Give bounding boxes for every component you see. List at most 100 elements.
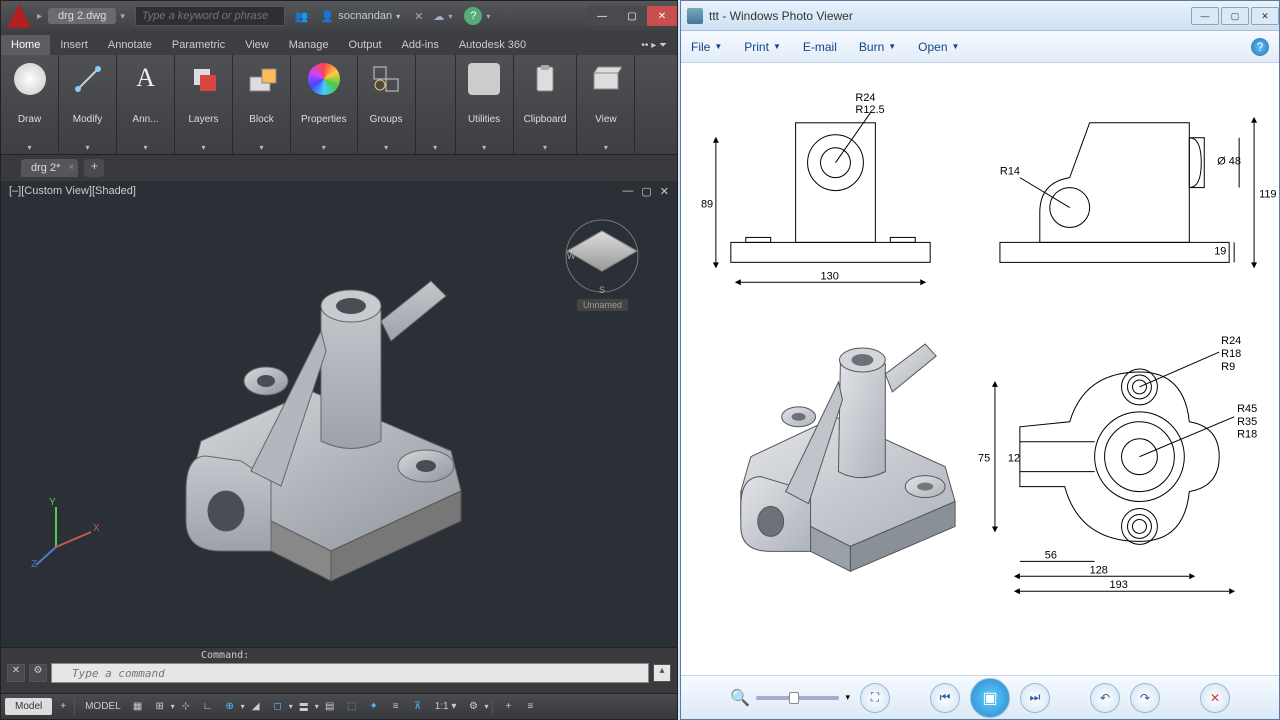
tab-view[interactable]: View [235, 35, 279, 55]
document-label[interactable]: drg 2.dwg [48, 8, 116, 24]
snap-icon[interactable]: ⊞ [151, 698, 169, 716]
ortho-icon[interactable]: ∟ [199, 698, 217, 716]
autocad-titlebar: ▸ drg 2.dwg ▾ 👥 👤 socnandan ▾ ✕ ☁ ▾ ? ▾ … [1, 1, 677, 31]
view-icon [590, 63, 622, 95]
pv-help-icon[interactable]: ? [1251, 38, 1269, 56]
viewport-label[interactable]: [–][Custom View][Shaded] [9, 185, 136, 197]
panel-modify[interactable]: Modify▾ [59, 55, 117, 154]
zoom-slider[interactable]: 🔍 ▾ [730, 688, 850, 708]
ucs-icon[interactable]: Y X Z [31, 497, 101, 567]
tpy-icon[interactable]: ⊼ [409, 698, 427, 716]
infer-icon[interactable]: ⊹ [177, 698, 195, 716]
tab-autodesk360[interactable]: Autodesk 360 [449, 35, 536, 55]
dim-89: 89 [701, 199, 713, 211]
status-menu-icon[interactable]: ≡ [521, 698, 539, 716]
next-button[interactable]: ⏭ [1020, 683, 1050, 713]
pv-maximize-button[interactable]: ▢ [1221, 7, 1249, 25]
rotate-ccw-button[interactable]: ↶ [1090, 683, 1120, 713]
panel-blank[interactable]: ▾ [416, 55, 456, 154]
rotate-cw-button[interactable]: ↷ [1130, 683, 1160, 713]
panel-clipboard[interactable]: Clipboard▾ [514, 55, 578, 154]
help-icon[interactable]: ? [464, 7, 482, 25]
anno-scale[interactable]: 1:1 ▾ [435, 701, 457, 712]
exchange-icon[interactable]: ✕ [414, 10, 423, 23]
ducs-icon[interactable]: ⬚ [343, 698, 361, 716]
minimize-button[interactable]: — [587, 6, 617, 26]
panel-block[interactable]: Block▾ [233, 55, 291, 154]
vp-maximize-icon[interactable]: ▢ [641, 185, 651, 198]
panel-draw[interactable]: Draw▾ [1, 55, 59, 154]
gear-icon[interactable]: ⚙ [464, 698, 482, 716]
zoom-out-icon[interactable]: 🔍 [730, 688, 750, 708]
user-icon: 👤 [321, 10, 335, 23]
tab-annotate[interactable]: Annotate [98, 35, 162, 55]
iso-icon[interactable]: ◢ [247, 698, 265, 716]
lwt-icon[interactable]: ≡ [387, 698, 405, 716]
autocad-window: ▸ drg 2.dwg ▾ 👥 👤 socnandan ▾ ✕ ☁ ▾ ? ▾ … [0, 0, 678, 720]
add-status-icon[interactable]: + [499, 698, 517, 716]
menu-email[interactable]: E-mail [803, 40, 837, 54]
vp-close-icon[interactable]: ✕ [660, 185, 669, 198]
panel-annotation[interactable]: AAnn...▾ [117, 55, 175, 154]
menu-print[interactable]: Print▼ [744, 40, 781, 54]
cmd-recent-icon[interactable]: ▴ [653, 664, 671, 682]
slideshow-button[interactable]: ▣ [970, 678, 1010, 718]
cloud-icon[interactable]: ☁ [433, 10, 444, 23]
viewcube-label[interactable]: Unnamed [577, 299, 628, 311]
user-menu[interactable]: 👤 socnandan ▾ [321, 10, 401, 23]
model-3d-preview [151, 241, 501, 591]
prev-button[interactable]: ⏮ [930, 683, 960, 713]
viewcube[interactable]: S W Unnamed [567, 221, 637, 291]
cmd-close-icon[interactable]: ✕ [7, 664, 25, 682]
pv-close-button[interactable]: ✕ [1251, 7, 1279, 25]
doc-dropdown-icon[interactable]: ▾ [120, 11, 125, 22]
layout-label[interactable]: MODEL [79, 701, 127, 712]
pv-titlebar: ttt - Windows Photo Viewer — ▢ ✕ [681, 1, 1279, 31]
tab-home[interactable]: Home [1, 35, 50, 55]
dyn-icon[interactable]: ✦ [365, 698, 383, 716]
tab-output[interactable]: Output [339, 35, 392, 55]
layout-add-icon[interactable]: + [60, 701, 66, 712]
close-button[interactable]: ✕ [647, 6, 677, 26]
otrack-icon[interactable]: ▤ [321, 698, 339, 716]
panel-layers[interactable]: Layers▾ [175, 55, 233, 154]
tab-manage[interactable]: Manage [279, 35, 339, 55]
actual-size-button[interactable]: ⛶ [860, 683, 890, 713]
delete-button[interactable]: ✕ [1200, 683, 1230, 713]
panel-utilities[interactable]: Utilities▾ [456, 55, 514, 154]
qat-expand-icon[interactable]: ▸ [37, 11, 42, 22]
panel-groups[interactable]: Groups▾ [358, 55, 416, 154]
polar-icon[interactable]: ⊕ [221, 698, 239, 716]
tab-insert[interactable]: Insert [50, 35, 98, 55]
file-tab[interactable]: drg 2*× [21, 159, 78, 177]
osnap-icon[interactable]: ◻ [269, 698, 287, 716]
autocad-logo-icon[interactable] [7, 4, 31, 28]
pv-minimize-button[interactable]: — [1191, 7, 1219, 25]
panel-view[interactable]: View▾ [577, 55, 635, 154]
panel-properties[interactable]: Properties▾ [291, 55, 358, 154]
tab-parametric[interactable]: Parametric [162, 35, 235, 55]
close-tab-icon[interactable]: × [69, 162, 75, 173]
search-input[interactable] [135, 6, 285, 26]
model-space-button[interactable]: Model [5, 698, 52, 715]
search-icon[interactable]: 👥 [295, 10, 309, 23]
menu-file[interactable]: File▼ [691, 40, 722, 54]
menu-open[interactable]: Open▼ [918, 40, 959, 54]
tab-addins[interactable]: Add-ins [392, 35, 449, 55]
ribbon-overflow-icon[interactable]: •• ▸ ⏷ [631, 36, 677, 55]
3dosnap-icon[interactable]: 〓 [295, 698, 313, 716]
cmd-options-icon[interactable]: ⚙ [29, 664, 47, 682]
drawing-viewport[interactable]: [–][Custom View][Shaded] — ▢ ✕ S W Unnam… [1, 181, 677, 647]
quick-access-toolbar: drg 2.dwg ▾ 👥 👤 socnandan ▾ ✕ ☁ ▾ ? ▾ [48, 6, 490, 26]
add-tab-button[interactable]: + [84, 159, 104, 177]
command-input[interactable] [51, 663, 649, 683]
dim-r18b: R18 [1237, 429, 1257, 441]
dim-r9: R9 [1221, 361, 1235, 373]
ribbon-panels: Draw▾ Modify▾ AAnn...▾ Layers▾ Block▾ Pr… [1, 55, 677, 155]
block-icon [246, 63, 278, 95]
pv-canvas[interactable]: R24 R12.5 89 130 R14 Ø 48 [681, 63, 1279, 675]
maximize-button[interactable]: ▢ [617, 6, 647, 26]
menu-burn[interactable]: Burn▼ [859, 40, 896, 54]
vp-minimize-icon[interactable]: — [622, 185, 633, 198]
grid-icon[interactable]: ▦ [129, 698, 147, 716]
